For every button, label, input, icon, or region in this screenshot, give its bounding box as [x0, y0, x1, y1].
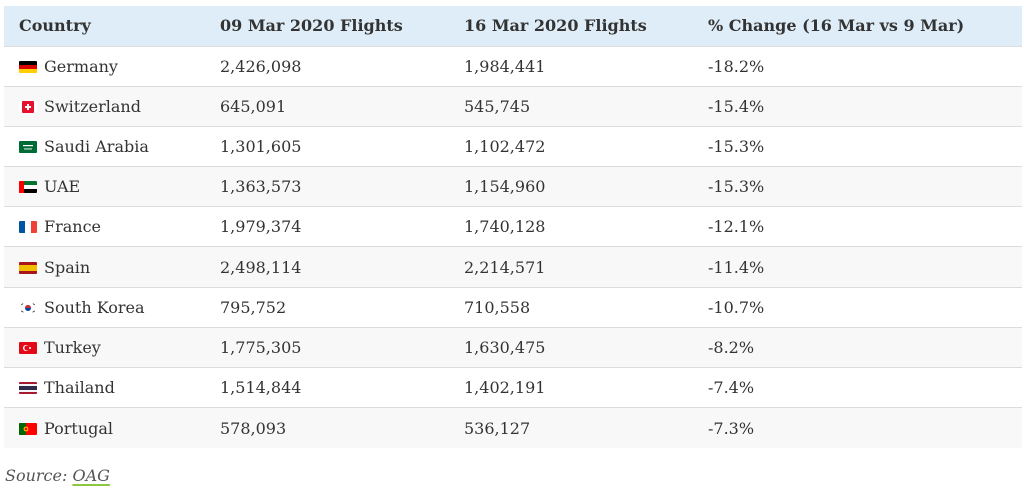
cell-mar16-flights: 536,127 [464, 418, 531, 438]
cell-mar9-flights: 2,498,114 [220, 257, 302, 277]
table-row: Spain 2,498,114 2,214,571 -11.4% [4, 246, 1022, 288]
cell-percent-change: -10.7% [708, 297, 765, 317]
country-name: Saudi Arabia [44, 136, 149, 156]
cell-percent-change: -7.3% [708, 418, 755, 438]
table-row: South Korea 795,752 710,558 -10.7% [4, 287, 1022, 327]
cell-mar9-flights: 795,752 [220, 297, 287, 317]
country-name: South Korea [44, 297, 145, 317]
thailand-flag-icon [19, 382, 37, 395]
table-row: UAE 1,363,573 1,154,960 -15.3% [4, 166, 1022, 207]
spain-flag-icon [19, 261, 37, 274]
cell-country: UAE [4, 167, 205, 207]
country-name: France [44, 217, 102, 237]
cell-country: Turkey [4, 327, 205, 367]
country-name: Germany [44, 56, 118, 76]
cell-percent-change: -15.4% [708, 96, 765, 116]
country-name: Turkey [44, 337, 101, 357]
cell-mar16-flights: 710,558 [464, 297, 531, 317]
header-country: Country [19, 16, 91, 36]
france-flag-icon [19, 221, 37, 234]
cell-mar9-flights: 1,514,844 [220, 378, 302, 398]
header-mar9-flights: 09 Mar 2020 Flights [220, 16, 403, 36]
cell-country: Germany [4, 46, 205, 86]
header-percent-change: % Change (16 Mar vs 9 Mar) [708, 16, 965, 36]
cell-country: Thailand [4, 368, 205, 408]
header-mar16-flights: 16 Mar 2020 Flights [464, 16, 647, 36]
country-name: Switzerland [44, 96, 141, 116]
country-name: Spain [44, 257, 91, 277]
source-note: Source: OAG [5, 466, 110, 485]
table-row: France 1,979,374 1,740,128 -12.1% [4, 206, 1022, 247]
cell-mar9-flights: 1,301,605 [220, 136, 302, 156]
germany-flag-icon [19, 60, 37, 73]
table-row: Switzerland 645,091 545,745 -15.4% [4, 86, 1022, 127]
saudi-arabia-flag-icon [19, 140, 37, 153]
uae-flag-icon [19, 181, 37, 194]
table-header-row: Country 09 Mar 2020 Flights 16 Mar 2020 … [4, 6, 1022, 46]
table-row: Thailand 1,514,844 1,402,191 -7.4% [4, 367, 1022, 408]
cell-country: Spain [4, 247, 205, 287]
cell-mar9-flights: 578,093 [220, 418, 287, 438]
source-link-oag[interactable]: OAG [72, 466, 110, 485]
switzerland-flag-icon [19, 100, 37, 113]
portugal-flag-icon [19, 422, 37, 435]
cell-mar16-flights: 545,745 [464, 96, 531, 116]
cell-percent-change: -12.1% [708, 217, 765, 237]
table-row: Turkey 1,775,305 1,630,475 -8.2% [4, 327, 1022, 368]
south-korea-flag-icon [19, 301, 37, 314]
table-row: Portugal 578,093 536,127 -7.3% [4, 407, 1022, 448]
cell-percent-change: -7.4% [708, 378, 755, 398]
cell-mar16-flights: 1,630,475 [464, 337, 546, 357]
cell-country: Switzerland [4, 86, 205, 126]
turkey-flag-icon [19, 341, 37, 354]
cell-mar9-flights: 1,979,374 [220, 217, 302, 237]
flights-table: Country 09 Mar 2020 Flights 16 Mar 2020 … [4, 6, 1022, 448]
cell-country: Saudi Arabia [4, 126, 205, 166]
cell-mar9-flights: 2,426,098 [220, 56, 302, 76]
cell-percent-change: -8.2% [708, 337, 755, 357]
table-row: Saudi Arabia 1,301,605 1,102,472 -15.3% [4, 126, 1022, 166]
table-row: Germany 2,426,098 1,984,441 -18.2% [4, 46, 1022, 86]
cell-country: South Korea [4, 287, 205, 327]
cell-percent-change: -18.2% [708, 56, 765, 76]
cell-mar16-flights: 2,214,571 [464, 257, 546, 277]
cell-percent-change: -15.3% [708, 136, 765, 156]
cell-mar16-flights: 1,984,441 [464, 56, 546, 76]
cell-percent-change: -15.3% [708, 177, 765, 197]
cell-mar16-flights: 1,154,960 [464, 177, 546, 197]
country-name: Thailand [44, 378, 115, 398]
cell-country: France [4, 207, 205, 247]
cell-mar9-flights: 1,775,305 [220, 337, 302, 357]
cell-mar16-flights: 1,402,191 [464, 378, 546, 398]
country-name: UAE [44, 177, 81, 197]
cell-mar9-flights: 645,091 [220, 96, 287, 116]
cell-mar16-flights: 1,740,128 [464, 217, 546, 237]
country-name: Portugal [44, 418, 114, 438]
cell-country: Portugal [4, 408, 205, 448]
source-prefix: Source: [5, 466, 73, 485]
cell-percent-change: -11.4% [708, 257, 765, 277]
cell-mar9-flights: 1,363,573 [220, 177, 302, 197]
cell-mar16-flights: 1,102,472 [464, 136, 546, 156]
